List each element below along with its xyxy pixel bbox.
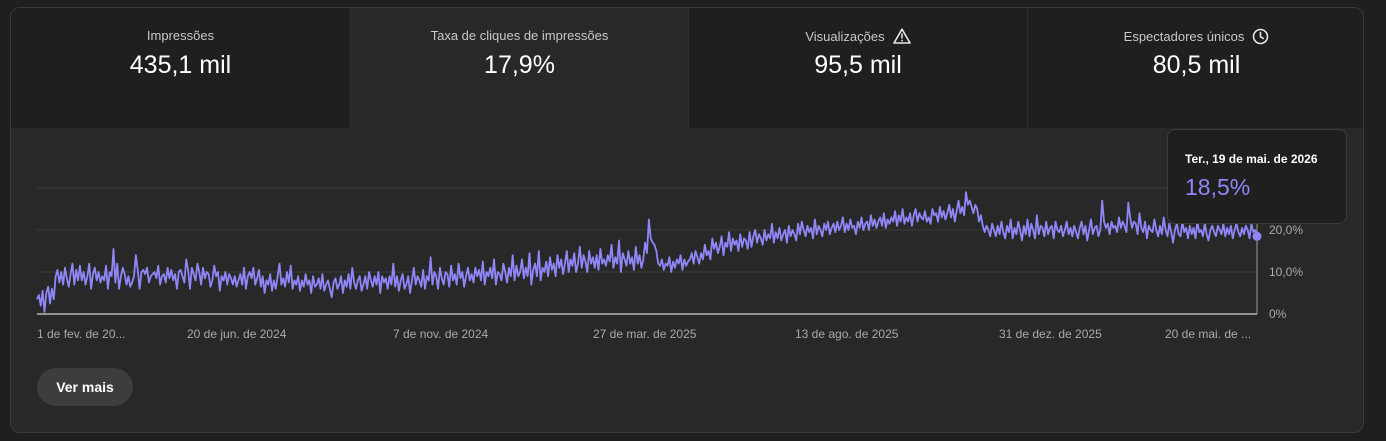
tab-value: 95,5 mil <box>814 51 902 79</box>
y-axis-ticks: 0% 10,0% 20,0% <box>1269 223 1303 321</box>
tooltip-date: Ter., 19 de mai. de 2026 <box>1185 152 1318 166</box>
line-chart: 0% 10,0% 20,0% 1 de fev. de 20... 20 de jun… <box>36 187 1303 341</box>
x-tick-label: 20 de mai. de ... <box>1165 327 1251 341</box>
tab-label: Visualizações <box>805 28 885 44</box>
tab-label-row: Espectadores únicos <box>1028 28 1363 45</box>
x-tick-label: 7 de nov. de 2024 <box>393 327 489 341</box>
x-tick-label: 31 de dez. de 2025 <box>999 327 1102 341</box>
clock-icon[interactable] <box>1252 28 1269 45</box>
tab-label-row: Visualizações <box>689 28 1027 44</box>
x-tick-label: 13 de ago. de 2025 <box>795 327 899 341</box>
gridlines <box>37 187 1257 315</box>
tab-value: 435,1 mil <box>129 51 232 79</box>
analytics-card: Impressões 435,1 mil Taxa de cliques de … <box>10 7 1364 433</box>
see-more-button[interactable]: Ver mais <box>37 368 133 406</box>
y-tick-label: 0% <box>1269 307 1287 321</box>
tab-label-row: Taxa de cliques de impressões <box>351 28 688 43</box>
warning-icon[interactable] <box>892 28 911 44</box>
tab-label: Impressões <box>146 28 215 43</box>
tab-label: Taxa de cliques de impressões <box>430 28 609 43</box>
tab-impressions[interactable]: Impressões 435,1 mil <box>11 8 350 128</box>
tab-unique-viewers[interactable]: Espectadores únicos 80,5 mil <box>1027 8 1363 128</box>
tab-label-row: Impressões <box>11 28 350 43</box>
tooltip: Ter., 19 de mai. de 2026 18,5% <box>1167 129 1347 224</box>
y-tick-label: 20,0% <box>1269 223 1303 237</box>
tooltip-value: 18,5% <box>1185 174 1251 200</box>
tab-value: 80,5 mil <box>1152 51 1241 79</box>
x-tick-label: 20 de jun. de 2024 <box>187 327 287 341</box>
x-axis-ticks: 1 de fev. de 20... 20 de jun. de 2024 7 de… <box>37 327 1251 341</box>
y-tick-label: 10,0% <box>1269 265 1303 279</box>
x-tick-label: 1 de fev. de 20... <box>37 327 126 341</box>
tab-views[interactable]: Visualizações 95,5 mil <box>688 8 1027 128</box>
tab-value: 17,9% <box>484 51 555 79</box>
x-tick-label: 27 de mar. de 2025 <box>593 327 697 341</box>
metric-tabs: Impressões 435,1 mil Taxa de cliques de … <box>11 8 1363 128</box>
series-line <box>36 191 1258 313</box>
hover-point[interactable] <box>1252 231 1262 241</box>
tab-label: Espectadores únicos <box>1123 29 1245 44</box>
tab-ctr[interactable]: Taxa de cliques de impressões 17,9% <box>350 8 688 128</box>
